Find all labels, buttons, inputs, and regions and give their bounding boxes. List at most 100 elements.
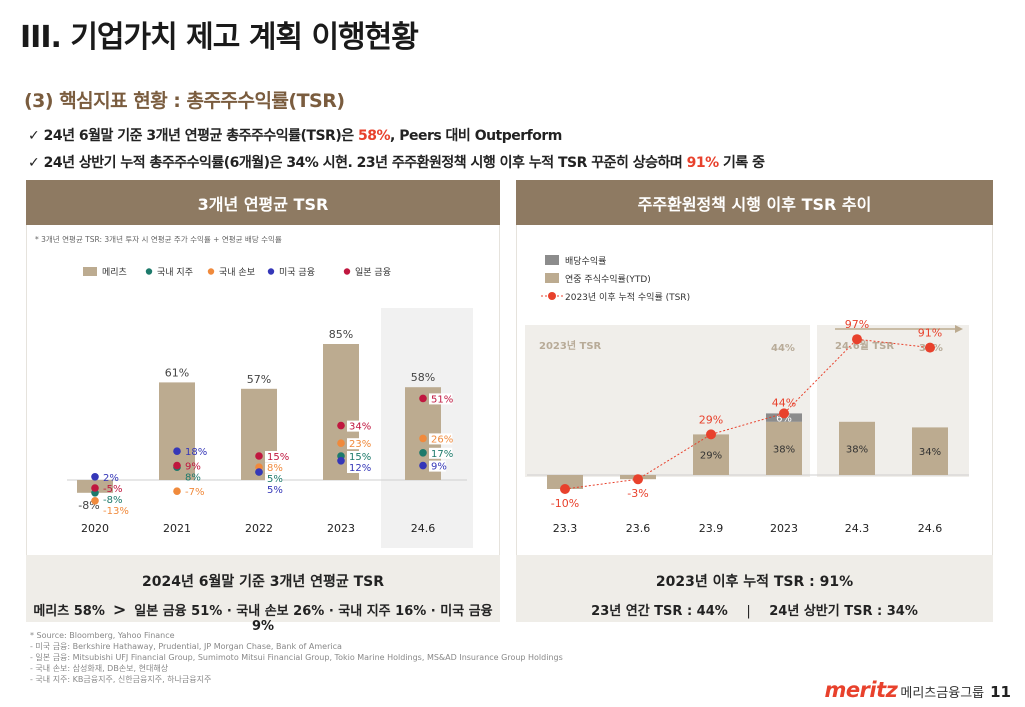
source-notes: * Source: Bloomberg, Yahoo Finance - 미국 … — [30, 630, 563, 685]
bar-value-label: 58% — [411, 371, 435, 384]
dot-value-label: 15% — [349, 452, 371, 463]
dot-label-backing — [265, 451, 289, 462]
bullet-2-text: ✓ 24년 상반기 누적 총주주수익률(6개월)은 34% 시현. 23년 주주… — [28, 155, 687, 171]
dot-value-label: 9% — [431, 462, 447, 473]
dot-국내 손보 — [173, 487, 181, 496]
dot-일본 금융 — [91, 484, 99, 492]
dot-value-label: 17% — [431, 449, 453, 460]
dot-value-label: 34% — [349, 422, 371, 433]
period-2023-label: 2023년 TSR — [539, 339, 602, 352]
period-2024-label: 24.6월 TSR — [835, 340, 894, 352]
x-tick-label: 23.9 — [699, 522, 724, 535]
dot-value-label: -13% — [103, 506, 129, 517]
dot-value-label: 18% — [185, 447, 207, 458]
dot-value-label: -7% — [185, 487, 204, 498]
x-tick-label: 23.3 — [553, 522, 578, 535]
tsr-value-label: 91% — [918, 327, 942, 340]
legend-dot — [145, 268, 153, 275]
left-panel-header: 3개년 연평균 TSR — [26, 180, 500, 225]
bar-value-label: 57% — [247, 373, 271, 386]
right-panel: 주주환원정책 시행 이후 TSR 추이 2023년 TSR 44% 24.6월 … — [516, 180, 993, 622]
chart-marks: -8%202061%202157%202285%202358%24.6-8%-1… — [67, 328, 467, 535]
left-panel-footer: 2024년 6월말 기준 3개년 연평균 TSR 메리츠 58% > 일본 금융 5… — [26, 555, 500, 634]
x-tick-label: 2021 — [163, 522, 191, 535]
period-2023-band — [525, 325, 810, 477]
dot-label-backing — [429, 447, 453, 459]
dot-label-backing — [429, 433, 453, 445]
bar-ytd — [839, 421, 875, 475]
brand-footer: meritz 메리츠금융그룹 11 — [824, 678, 1011, 702]
dot-value-label: 5% — [267, 485, 283, 496]
chart-note: * 3개년 연평균 TSR: 3개년 투자 시 연평균 주가 수익률 + 연평균… — [35, 234, 282, 244]
dot-label-backing — [265, 473, 282, 485]
dot-국내 손보 — [91, 497, 99, 505]
dot-label-backing — [429, 393, 453, 405]
tsr-line — [564, 338, 931, 490]
right-footer-summary: 23년 연간 TSR : 44% | 24년 상반기 TSR : 34% — [516, 600, 993, 619]
right-footer-title: 2023년 이후 누적 TSR : 91% — [655, 574, 854, 590]
tsr-value-label: 97% — [845, 318, 869, 331]
period-2023-value: 44% — [771, 343, 795, 354]
legend-label: 배당수익률 — [565, 255, 606, 267]
footer-2023-tsr: 23년 연간 TSR : 44% — [591, 604, 728, 619]
bullet-1-text: ✓ 24년 6월말 기준 3개년 연평균 총주주수익률(TSR)은 — [28, 128, 358, 144]
bullet-1-highlight: 58% — [357, 128, 391, 144]
legend-swatch-dividend — [545, 255, 559, 265]
dot-label-backing — [347, 462, 371, 473]
tsr-point — [852, 334, 862, 345]
source-line: - 일본 금융: Mitsubishi UFJ Financial Group,… — [30, 653, 563, 662]
bar-value-label: 38% — [773, 444, 795, 455]
chart-marks: 23.3 23.6 29% 23.9 38% 6% 2023 38% 24.3 34% 24.6 -1… — [527, 318, 969, 535]
dot-value-label: 2% — [103, 473, 119, 484]
x-tick-label: 2023 — [327, 522, 355, 535]
footer-peers-values: 일본 금융 51% · 국내 손보 26% · 국내 지주 16% · 미국 금… — [134, 604, 493, 634]
legend-dot — [343, 268, 351, 275]
footer-meritz-value: 메리츠 58% — [33, 604, 105, 619]
dot-label-backing — [265, 484, 282, 496]
tsr-value-label: -3% — [627, 487, 648, 500]
tsr-value-label: -10% — [551, 497, 579, 510]
bar-ytd — [766, 421, 802, 475]
x-tick-label: 2023 — [770, 522, 798, 535]
dot-미국 금융 — [173, 447, 181, 455]
tsr-point — [925, 342, 935, 353]
tsr-point — [779, 408, 789, 419]
dot-value-label: 51% — [431, 394, 453, 405]
dot-value-label: 5% — [267, 474, 283, 485]
dividend-value-label: 6% — [776, 414, 792, 425]
bullet-2: ✓ 24년 상반기 누적 총주주수익률(6개월)은 34% 시현. 23년 주주… — [28, 152, 765, 172]
tsr-3yr-chart: * 3개년 연평균 TSR: 3개년 투자 시 연평균 주가 수익률 + 연평균… — [35, 234, 473, 548]
dot-미국 금융 — [91, 473, 99, 481]
dot-일본 금융 — [255, 452, 263, 460]
source-line: - 국내 지주: KB금융지주, 신한금융지주, 하나금융지주 — [30, 675, 212, 684]
dot-일본 금융 — [419, 394, 427, 403]
legend-swatch-ytd — [545, 273, 559, 283]
page-number: 11 — [990, 683, 1011, 701]
dot-value-label: 26% — [431, 434, 453, 445]
legend-dot — [207, 268, 215, 275]
legend-label: 2023년 이후 누적 수익률 (TSR) — [565, 291, 690, 303]
chart-legend: 메리츠 국내 지주 국내 손보 미국 금융 일본 금융 — [83, 267, 391, 278]
bullet-2-tail: 기록 중 — [718, 155, 765, 171]
dot-일본 금융 — [173, 461, 181, 470]
dot-label-backing — [347, 420, 371, 432]
bullet-2-highlight: 91% — [686, 155, 720, 171]
left-footer-summary: 메리츠 58% > 일본 금융 51% · 국내 손보 26% · 국내 지주 16… — [26, 600, 500, 634]
legend-label: 국내 지주 — [157, 267, 193, 278]
dot-value-label: -8% — [103, 495, 122, 506]
dot-미국 금융 — [337, 457, 345, 465]
dot-value-label: 9% — [185, 462, 201, 473]
greater-than-icon: > — [112, 600, 127, 619]
tsr-point — [633, 474, 643, 485]
bar-value-label: 38% — [846, 444, 868, 455]
dot-value-label: 23% — [349, 439, 371, 450]
bar-value-label: 29% — [700, 451, 722, 462]
right-panel-header: 주주환원정책 시행 이후 TSR 추이 — [516, 180, 993, 225]
source-line: * Source: Bloomberg, Yahoo Finance — [30, 631, 175, 640]
left-footer-title: 2024년 6월말 기준 3개년 연평균 TSR — [141, 574, 385, 590]
right-panel-footer: 2023년 이후 누적 TSR : 91% 23년 연간 TSR : 44% |… — [516, 555, 993, 622]
dot-국내 지주 — [419, 449, 427, 457]
tsr-value-label: 44% — [772, 396, 796, 409]
